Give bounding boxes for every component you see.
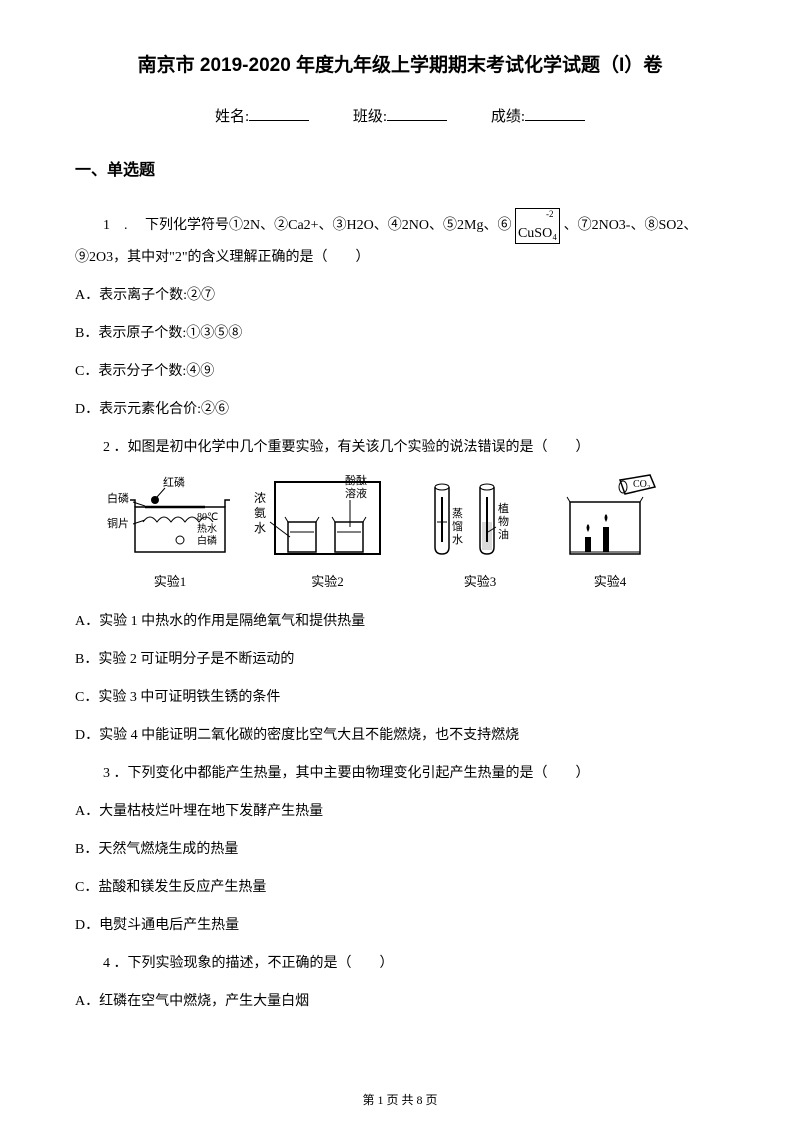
diagram-3: 蒸 馏 水 植 物 油 实验3 bbox=[420, 472, 540, 590]
q3-option-c: C．盐酸和镁发生反应产生热量 bbox=[75, 874, 725, 902]
q1-stem-pre: 1 . 下列化学符号①2N、②Ca2+、③H2O、④2NO、⑤2Mg、⑥ bbox=[103, 218, 511, 233]
svg-text:80℃: 80℃ bbox=[197, 512, 218, 523]
svg-text:白磷: 白磷 bbox=[197, 534, 217, 547]
name-label: 姓名: bbox=[215, 105, 249, 126]
q1-option-b: B．表示原子个数:①③⑤⑧ bbox=[75, 320, 725, 348]
page-title: 南京市 2019-2020 年度九年级上学期期末考试化学试题（I）卷 bbox=[75, 50, 725, 77]
diagram-4: CO₂ 实验4 bbox=[555, 472, 665, 590]
diagram-1-label: 实验1 bbox=[154, 571, 187, 590]
q2-stem: 2 ．如图是初中化学中几个重要实验，有关该几个实验的说法错误的是（ ） bbox=[75, 434, 725, 462]
q1-stem: 1 . 下列化学符号①2N、②Ca2+、③H2O、④2NO、⑤2Mg、⑥ -2 C… bbox=[75, 208, 725, 272]
svg-text:铜片: 铜片 bbox=[107, 516, 129, 530]
q2-option-c: C．实验 3 中可证明铁生锈的条件 bbox=[75, 684, 725, 712]
q1-formula: -2 CuSO₄ bbox=[515, 208, 560, 244]
q4-stem: 4 ．下列实验现象的描述，不正确的是（ ） bbox=[75, 950, 725, 978]
svg-text:蒸: 蒸 bbox=[452, 507, 463, 520]
name-blank bbox=[249, 120, 309, 121]
svg-text:油: 油 bbox=[498, 527, 509, 541]
diagram-4-label: 实验4 bbox=[594, 571, 627, 590]
svg-text:热水: 热水 bbox=[197, 522, 217, 535]
diagram-2-label: 实验2 bbox=[311, 571, 344, 590]
svg-text:水: 水 bbox=[452, 533, 463, 546]
diagram-2-svg: 浓 氨 水 酚酞 溶液 bbox=[250, 472, 405, 567]
svg-text:浓: 浓 bbox=[254, 491, 266, 505]
class-blank bbox=[387, 120, 447, 121]
svg-text:水: 水 bbox=[254, 521, 266, 535]
svg-text:植: 植 bbox=[498, 501, 509, 515]
diagram-4-svg: CO₂ bbox=[555, 472, 665, 567]
q4-option-a: A．红磷在空气中燃烧，产生大量白烟 bbox=[75, 988, 725, 1016]
page-footer: 第 1 页 共 8 页 bbox=[0, 1091, 800, 1108]
diagram-1-svg: 红磷 白磷 铜片 80℃ 热水 白磷 bbox=[105, 472, 235, 567]
svg-text:CO₂: CO₂ bbox=[633, 479, 650, 490]
q1-option-c: C．表示分子个数:④⑨ bbox=[75, 358, 725, 386]
question-1: 1 . 下列化学符号①2N、②Ca2+、③H2O、④2NO、⑤2Mg、⑥ -2 C… bbox=[75, 208, 725, 424]
score-blank bbox=[525, 120, 585, 121]
q1-option-d: D．表示元素化合价:②⑥ bbox=[75, 396, 725, 424]
q3-stem: 3 ．下列变化中都能产生热量，其中主要由物理变化引起产生热量的是（ ） bbox=[75, 760, 725, 788]
diagram-3-label: 实验3 bbox=[464, 571, 497, 590]
q2-option-d: D．实验 4 中能证明二氧化碳的密度比空气大且不能燃烧，也不支持燃烧 bbox=[75, 722, 725, 750]
section-header: 一、单选题 bbox=[75, 156, 725, 180]
svg-text:物: 物 bbox=[498, 514, 509, 528]
q1-formula-text: CuSO₄ bbox=[518, 226, 557, 241]
question-2: 2 ．如图是初中化学中几个重要实验，有关该几个实验的说法错误的是（ ） bbox=[75, 434, 725, 462]
question-3: 3 ．下列变化中都能产生热量，其中主要由物理变化引起产生热量的是（ ） A．大量… bbox=[75, 760, 725, 940]
q3-option-d: D．电熨斗通电后产生热量 bbox=[75, 912, 725, 940]
experiment-diagrams: 红磷 白磷 铜片 80℃ 热水 白磷 实验1 浓 氨 水 酚酞 bbox=[105, 472, 725, 590]
q2-option-a: A．实验 1 中热水的作用是隔绝氧气和提供热量 bbox=[75, 608, 725, 636]
student-info: 姓名: 班级: 成绩: bbox=[75, 105, 725, 126]
q1-option-a: A．表示离子个数:②⑦ bbox=[75, 282, 725, 310]
svg-text:红磷: 红磷 bbox=[163, 476, 185, 489]
svg-text:氨: 氨 bbox=[254, 506, 266, 520]
svg-text:馏: 馏 bbox=[452, 519, 463, 533]
class-label: 班级: bbox=[353, 105, 387, 126]
svg-text:白磷: 白磷 bbox=[107, 491, 129, 505]
q1-formula-sup: -2 bbox=[546, 209, 554, 219]
q3-option-b: B．天然气燃烧生成的热量 bbox=[75, 836, 725, 864]
q3-option-a: A．大量枯枝烂叶埋在地下发酵产生热量 bbox=[75, 798, 725, 826]
question-2-options: A．实验 1 中热水的作用是隔绝氧气和提供热量 B．实验 2 可证明分子是不断运… bbox=[75, 608, 725, 750]
q2-option-b: B．实验 2 可证明分子是不断运动的 bbox=[75, 646, 725, 674]
question-4: 4 ．下列实验现象的描述，不正确的是（ ） A．红磷在空气中燃烧，产生大量白烟 bbox=[75, 950, 725, 1016]
diagram-3-svg: 蒸 馏 水 植 物 油 bbox=[420, 472, 540, 567]
svg-text:酚酞: 酚酞 bbox=[345, 473, 367, 487]
svg-text:溶液: 溶液 bbox=[345, 486, 367, 500]
score-label: 成绩: bbox=[491, 105, 525, 126]
diagram-2: 浓 氨 水 酚酞 溶液 实验2 bbox=[250, 472, 405, 590]
diagram-1: 红磷 白磷 铜片 80℃ 热水 白磷 实验1 bbox=[105, 472, 235, 590]
